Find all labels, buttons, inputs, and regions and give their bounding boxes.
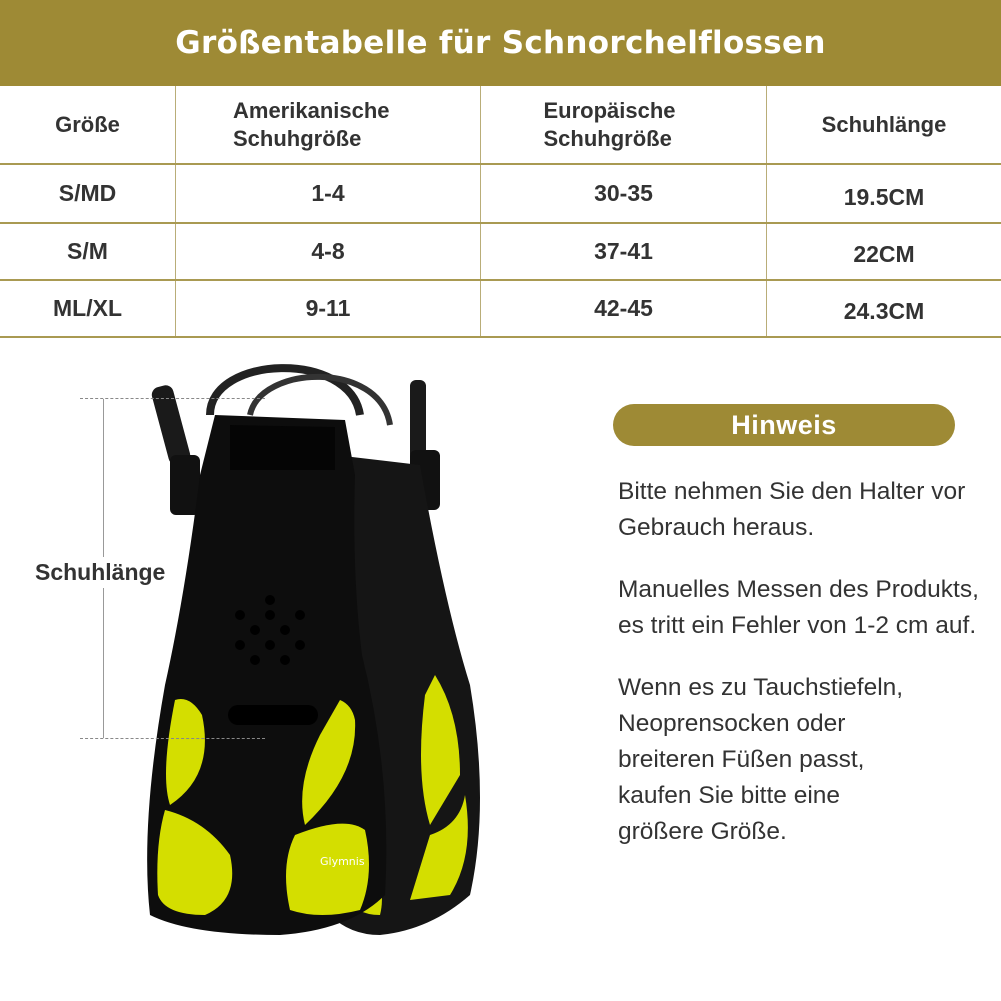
header-shoe-length: Schuhlänge	[766, 86, 1001, 165]
notice-text: Bitte nehmen Sie den Halter vor Gebrauch…	[618, 474, 988, 876]
page-title: Größentabelle für Schnorchelflossen	[175, 25, 826, 61]
table-row: S/M 4-8 37-41 22CM	[0, 223, 1001, 281]
header-size: Größe	[0, 86, 176, 165]
notice-heading: Hinweis	[613, 404, 955, 446]
header-eu-size: Europäische Schuhgröße	[480, 86, 767, 165]
header-eu-size-text: Europäische Schuhgröße	[543, 97, 676, 151]
brand-logo: Glymnis	[320, 855, 365, 868]
notice-paragraph: Bitte nehmen Sie den Halter vor Gebrauch…	[618, 478, 966, 541]
cell: 19.5CM	[766, 164, 1001, 224]
notice-paragraph: Wenn es zu Tauchstiefeln, Neoprensocken …	[618, 674, 904, 845]
cell: 42-45	[480, 280, 767, 338]
measure-label: Schuhlänge	[35, 557, 166, 588]
title-banner: Größentabelle für Schnorchelflossen	[0, 0, 1001, 86]
cell: 1-4	[175, 164, 481, 224]
size-table: Größe Amerikanische Schuhgröße Europäisc…	[0, 86, 1001, 338]
cell: 22CM	[766, 223, 1001, 281]
cell: 9-11	[175, 280, 481, 338]
fins-product-image: Glymnis Glymnis	[130, 355, 590, 960]
cell: 4-8	[175, 223, 481, 281]
cell: 37-41	[480, 223, 767, 281]
dashed-line-bottom	[80, 738, 265, 739]
cell: S/M	[0, 223, 176, 281]
cell: ML/XL	[0, 280, 176, 338]
header-us-size-text: Amerikanische Schuhgröße	[233, 97, 390, 151]
table-row: ML/XL 9-11 42-45 24.3CM	[0, 280, 1001, 338]
cell: 24.3CM	[766, 280, 1001, 338]
cell: 30-35	[480, 164, 767, 224]
table-header-row: Größe Amerikanische Schuhgröße Europäisc…	[0, 86, 1001, 165]
notice-paragraph: Manuelles Messen des Produkts, es tritt …	[618, 576, 979, 639]
dashed-line-top	[80, 398, 265, 399]
header-us-size: Amerikanische Schuhgröße	[175, 86, 481, 165]
cell: S/MD	[0, 164, 176, 224]
brand-logo: Glymnis	[498, 823, 543, 836]
table-row: S/MD 1-4 30-35 19.5CM	[0, 164, 1001, 224]
